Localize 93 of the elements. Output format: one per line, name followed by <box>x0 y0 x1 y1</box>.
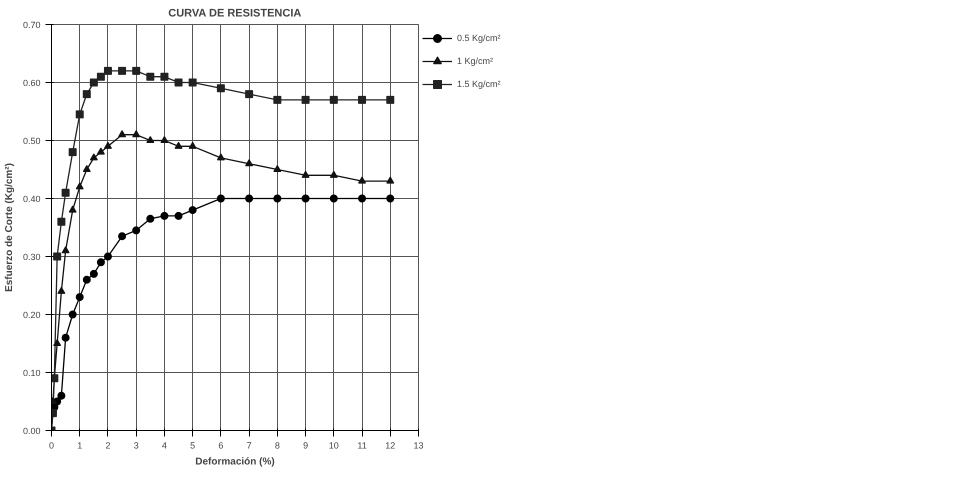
x-tick-label: 6 <box>218 440 224 450</box>
point <box>82 90 91 98</box>
point <box>330 170 338 178</box>
point <box>76 110 84 118</box>
point <box>76 182 84 190</box>
point <box>174 142 183 149</box>
point <box>386 96 394 104</box>
point <box>146 72 154 81</box>
point <box>118 66 126 75</box>
point <box>245 159 254 166</box>
x-tick-label: 5 <box>190 440 196 450</box>
point <box>68 310 77 318</box>
point <box>273 96 282 104</box>
point <box>302 170 310 178</box>
point <box>57 286 66 294</box>
point <box>62 246 70 254</box>
x-tick-label: 4 <box>162 440 167 450</box>
point <box>96 72 105 81</box>
point <box>90 78 98 86</box>
point <box>330 194 338 202</box>
chart-title: CURVA DE RESISTENCIA <box>168 8 302 20</box>
point <box>174 212 183 220</box>
point <box>358 194 366 202</box>
point <box>216 194 225 202</box>
legend-label: 1.5 Kg/cm² <box>457 79 501 89</box>
point <box>132 226 140 234</box>
point <box>273 164 282 172</box>
point <box>68 148 77 156</box>
y-tick-label: 0.40 <box>22 194 41 204</box>
y-tick-label: 0.60 <box>22 78 41 88</box>
x-tick-label: 0 <box>48 440 54 450</box>
legend-label: 1 Kg/cm² <box>457 56 494 66</box>
point <box>82 276 91 284</box>
x-tick-label: 13 <box>413 440 424 450</box>
point <box>57 392 66 400</box>
point <box>62 188 70 197</box>
point <box>90 270 98 278</box>
point <box>160 72 168 81</box>
x-tick-label: 10 <box>328 440 339 450</box>
point <box>160 212 168 220</box>
point <box>104 252 112 260</box>
point <box>76 293 84 302</box>
y-tick-label: 0.20 <box>22 310 41 320</box>
point <box>188 78 197 86</box>
x-tick-label: 9 <box>303 440 308 450</box>
x-tick-label: 12 <box>385 440 396 450</box>
x-tick-label: 7 <box>246 440 252 450</box>
y-tick-label: 0.50 <box>22 136 41 146</box>
point <box>174 78 183 86</box>
point <box>216 153 225 160</box>
point <box>96 148 105 155</box>
point <box>146 214 154 223</box>
point <box>118 232 126 240</box>
point <box>146 136 154 144</box>
point <box>68 206 77 213</box>
point <box>82 164 91 172</box>
y-tick-label: 0.30 <box>22 252 41 262</box>
point <box>245 194 254 202</box>
x-tick-label: 2 <box>105 440 110 450</box>
point <box>302 96 310 104</box>
y-tick-label: 0.70 <box>22 20 41 30</box>
point <box>386 176 394 184</box>
point <box>386 194 394 202</box>
x-tick-label: 11 <box>357 440 367 450</box>
y-tick-label: 0.00 <box>22 426 41 436</box>
point <box>104 66 112 75</box>
point <box>188 142 197 149</box>
point <box>188 206 197 214</box>
point <box>118 130 126 138</box>
x-tick-label: 3 <box>134 440 139 450</box>
point <box>90 153 98 160</box>
point <box>132 66 140 75</box>
y-tick-label: 0.10 <box>22 368 41 378</box>
point <box>57 218 66 226</box>
x-tick-label: 8 <box>274 440 280 450</box>
point <box>358 96 366 104</box>
point <box>53 252 62 260</box>
point <box>273 194 282 202</box>
point <box>104 142 112 149</box>
point <box>245 90 254 98</box>
y-axis-title: Esfuerzo de Corte (Kg/cm²) <box>4 163 15 292</box>
point <box>358 176 366 184</box>
point <box>330 96 338 104</box>
legend-label: 0.5 Kg/cm² <box>457 33 501 43</box>
point <box>302 194 310 202</box>
point <box>160 136 168 144</box>
point <box>96 258 105 266</box>
x-axis-title: Deformación (%) <box>195 456 275 468</box>
point <box>62 334 70 342</box>
point <box>53 338 62 346</box>
point <box>132 130 140 138</box>
x-tick-label: 1 <box>77 440 82 450</box>
point <box>216 84 225 92</box>
